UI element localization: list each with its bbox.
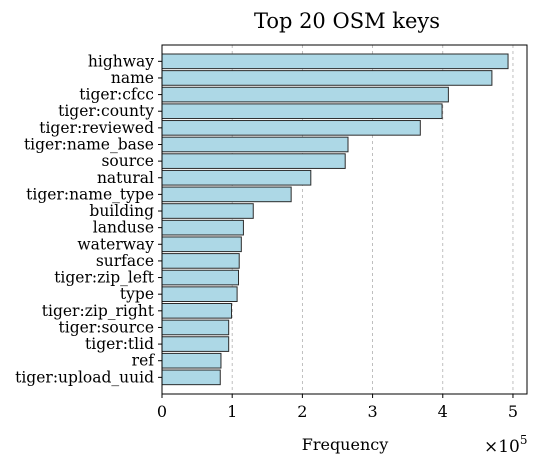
bar-natural (161, 169, 312, 186)
bar-tiger-source (161, 319, 230, 336)
y-tick-label: type (120, 285, 154, 303)
x-tick-label: 4 (438, 402, 448, 421)
y-tick-label: ref (132, 352, 156, 370)
y-tick-label: highway (88, 52, 154, 70)
bar-waterway (161, 236, 242, 253)
y-tick-label: tiger:tlid (85, 335, 154, 353)
bar-surface (161, 253, 240, 269)
y-tick-label: waterway (77, 235, 154, 253)
chart-title: Top 20 OSM keys (254, 9, 440, 33)
x-axis-multiplier: ×105 (484, 433, 528, 457)
bar-tiger-reviewed (161, 120, 421, 136)
bars (161, 53, 509, 386)
x-axis-ticks: 0 1 2 3 4 5 (157, 394, 518, 421)
y-tick-label: tiger:reviewed (39, 119, 154, 137)
bar-building (161, 203, 254, 219)
plot-frame (161, 44, 528, 395)
bar-ref (161, 352, 222, 369)
y-axis-ticks: highwaynametiger:cfcctiger:countytiger:r… (15, 52, 162, 386)
y-tick-label: tiger:county (58, 102, 154, 120)
bar-tiger-cfcc (161, 86, 449, 103)
y-tick-label: tiger:zip_left (54, 269, 155, 287)
y-tick-label: source (101, 152, 154, 170)
bar-source (161, 153, 346, 169)
x-axis-multiplier-base: ×10 (484, 437, 520, 457)
y-tick-label: building (89, 202, 154, 220)
x-tick-label: 0 (157, 402, 167, 421)
y-tick-label: surface (96, 252, 154, 270)
y-tick-label: tiger:cfcc (79, 86, 154, 104)
x-tick-label: 2 (297, 402, 307, 421)
y-tick-label: tiger:name_type (26, 185, 154, 203)
x-axis-multiplier-exponent: 5 (520, 433, 528, 447)
y-tick-label: tiger:upload_uuid (15, 368, 154, 386)
bar-tiger-upload-uuid (161, 369, 221, 386)
x-tick-label: 1 (227, 402, 237, 421)
y-tick-label: landuse (93, 219, 154, 237)
bar-tiger-county (161, 103, 443, 120)
y-tick-label: natural (97, 169, 154, 187)
x-tick-label: 3 (367, 402, 377, 421)
x-axis-label: Frequency (302, 435, 389, 454)
bar-tiger-zip-right (161, 302, 232, 319)
x-tick-label: 5 (508, 402, 518, 421)
y-tick-label: tiger:name_base (24, 135, 154, 153)
bar-tiger-zip-left (161, 269, 240, 286)
bar-tiger-name-type (161, 186, 292, 203)
bar-landuse (161, 219, 244, 236)
y-tick-label: name (111, 69, 154, 87)
bar-name (161, 70, 493, 86)
y-tick-label: tiger:source (59, 318, 154, 336)
bar-tiger-tlid (161, 336, 230, 352)
bar-tiger-name-base (161, 136, 349, 153)
y-tick-label: tiger:zip_right (42, 302, 155, 320)
bar-type (161, 286, 238, 303)
grid-lines (231, 45, 514, 394)
bar-highway (161, 53, 509, 70)
